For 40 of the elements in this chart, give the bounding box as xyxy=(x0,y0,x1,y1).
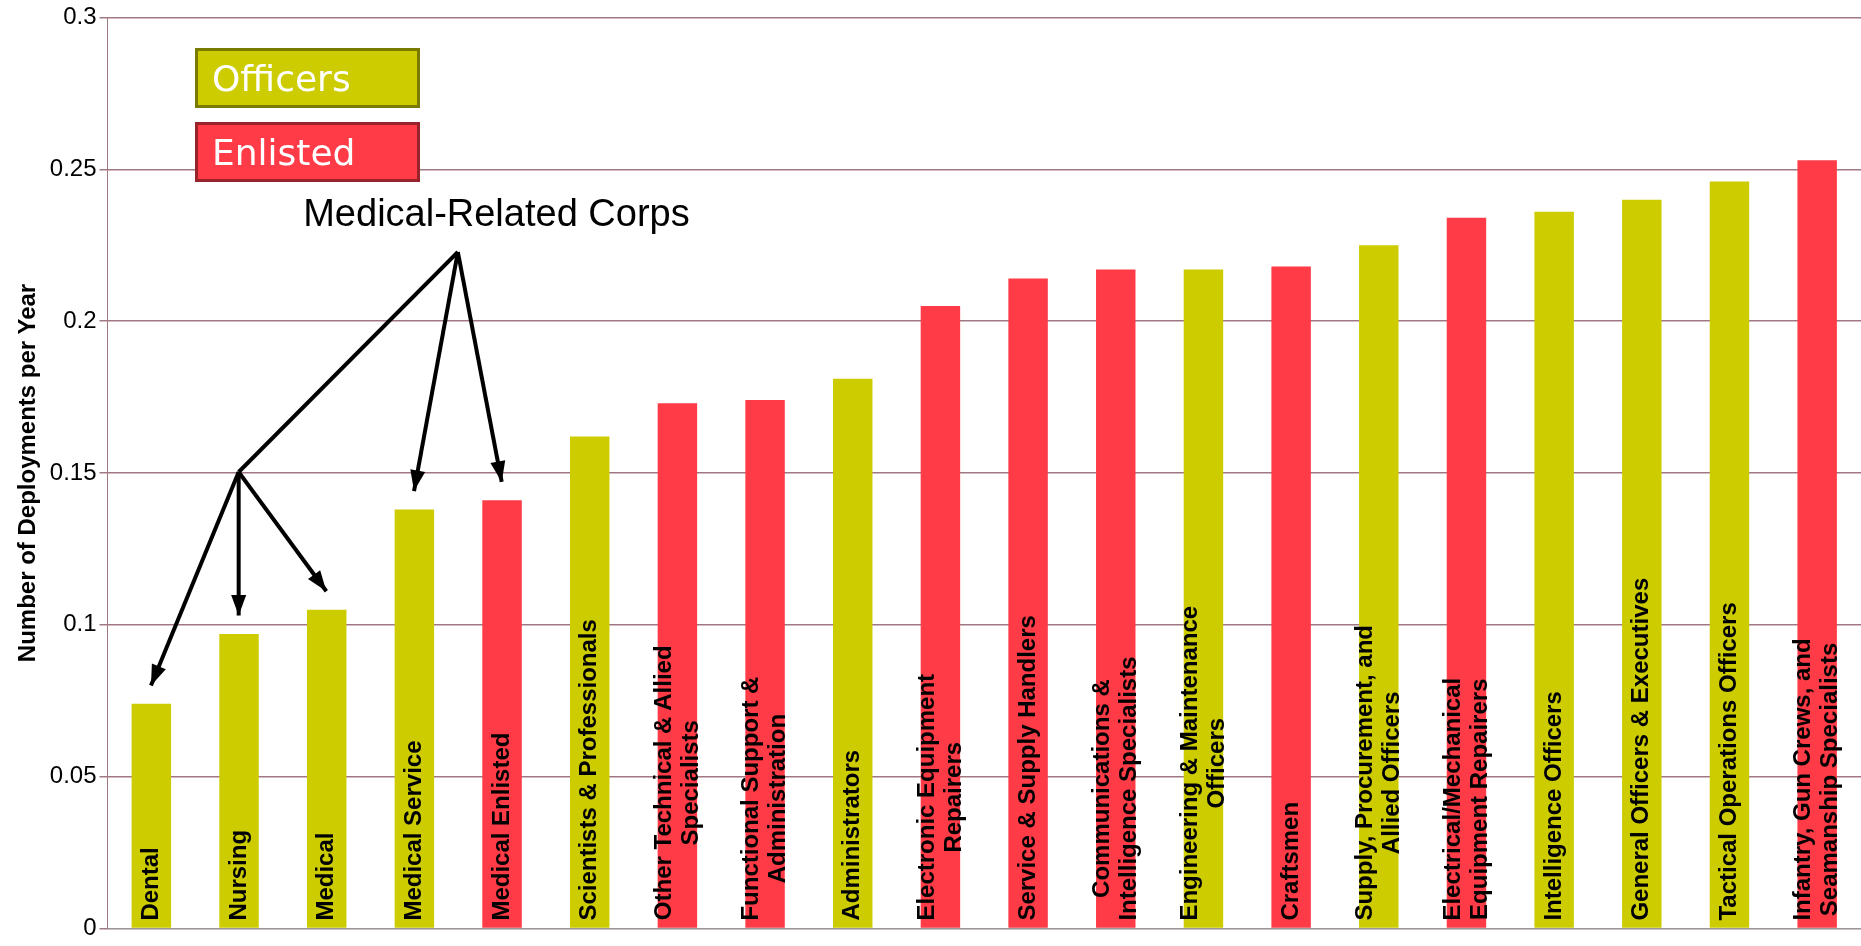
x-tick-label: Electrical/Mechanical Equipment Repairers xyxy=(1437,677,1492,921)
x-tick-label: Craftsmen xyxy=(1275,801,1303,921)
x-tick-label: Infantry, Gun Crews, and Seamanship Specialists xyxy=(1788,638,1843,921)
x-tick-label: Nursing xyxy=(223,829,251,921)
bar xyxy=(1622,199,1662,928)
x-tick-label: Supply, Procurement, and Allied Officers xyxy=(1349,624,1404,921)
x-tick-label: Administrators xyxy=(837,749,865,921)
y-tick-label: 0.2 xyxy=(63,305,97,333)
y-tick-label: 0.05 xyxy=(49,761,97,789)
bar xyxy=(306,609,347,928)
x-tick-label: Intelligence Officers xyxy=(1538,691,1566,921)
bar xyxy=(1534,211,1574,928)
y-tick-label: 0.25 xyxy=(49,153,97,181)
bar xyxy=(131,703,172,928)
x-tick-label: Medical xyxy=(311,832,339,921)
y-tick-label: 0.15 xyxy=(49,457,97,485)
x-tick-label: Engineering & Maintenance Officers xyxy=(1174,605,1229,921)
bar xyxy=(482,500,522,928)
x-tick-label: General Officers & Executives xyxy=(1626,577,1654,921)
x-tick-label: Functional Support & Administration xyxy=(736,676,791,921)
x-tick-label: Scientists & Professionals xyxy=(574,619,602,921)
x-tick-label: Medical Enlisted xyxy=(486,732,514,921)
y-tick-label: 0 xyxy=(83,913,97,941)
x-tick-label: Medical Service xyxy=(399,740,426,921)
bar xyxy=(833,378,873,928)
bar xyxy=(1008,278,1048,928)
text: Officers xyxy=(195,48,420,108)
x-tick-label: Tactical Operations Officers xyxy=(1714,602,1742,921)
bar xyxy=(1271,266,1311,928)
y-tick-label: 0.1 xyxy=(63,609,97,637)
x-tick-label: Dental xyxy=(135,847,163,921)
x-tick-label: Electronic Equipment Repairers xyxy=(911,673,966,921)
x-tick-label: Service & Supply Handlers xyxy=(1012,615,1040,921)
text: Enlisted xyxy=(195,122,420,182)
x-tick-label: Communications & Intelligence Specialists xyxy=(1086,656,1141,921)
y-tick-label: 0.3 xyxy=(63,2,97,30)
bar xyxy=(219,633,259,928)
annotation: Medical-Related Corps xyxy=(303,192,690,236)
x-tick-label: Other Technical & Allied Specialists xyxy=(648,645,703,921)
y-axis-title: Number of Deployments per Year xyxy=(13,283,41,663)
